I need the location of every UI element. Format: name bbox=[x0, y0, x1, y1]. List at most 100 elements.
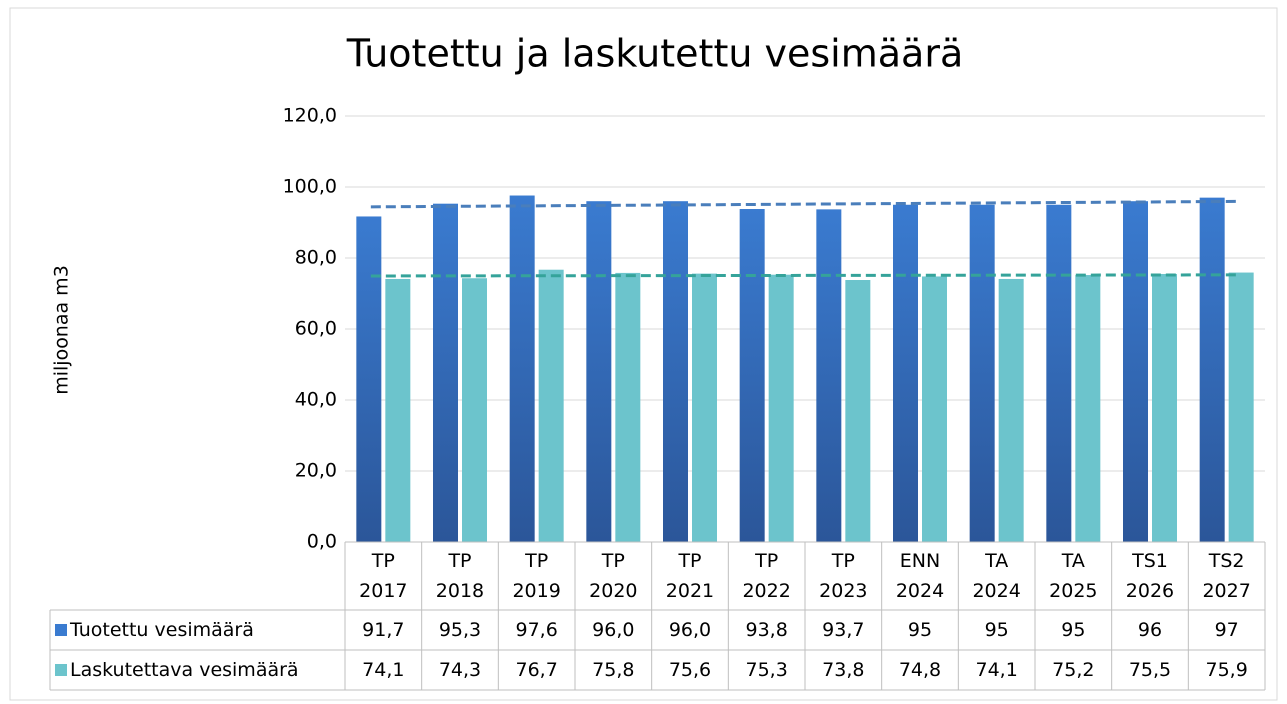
bar bbox=[385, 278, 411, 542]
x-tick-label-text: TP 2023 bbox=[819, 550, 868, 602]
x-tick-label-text: ENN 2024 bbox=[895, 550, 945, 602]
x-tick-label: TP 2023 bbox=[805, 542, 882, 610]
bar bbox=[663, 201, 688, 542]
x-tick-label: TP 2018 bbox=[422, 542, 499, 610]
bar bbox=[969, 204, 995, 542]
y-tick-label: 100,0 bbox=[283, 176, 337, 198]
data-label: 95 bbox=[958, 610, 1035, 650]
data-label-text: 75,5 bbox=[1128, 659, 1172, 681]
bar bbox=[692, 273, 717, 542]
x-tick-label: TP 2021 bbox=[652, 542, 729, 610]
y-tick-label: 120,0 bbox=[283, 105, 337, 127]
data-label-text: 75,8 bbox=[592, 659, 635, 681]
x-tick-label-text: TS2 2027 bbox=[1202, 550, 1251, 602]
bar bbox=[1152, 273, 1177, 542]
x-tick-label-text: TA 2025 bbox=[1049, 550, 1098, 602]
data-label-text: 95,3 bbox=[438, 619, 482, 641]
bar bbox=[509, 195, 535, 542]
x-tick-label: ENN 2024 bbox=[882, 542, 959, 610]
bar bbox=[768, 274, 794, 542]
x-tick-label-text: TP 2018 bbox=[435, 550, 485, 602]
x-tick-label: TS2 2027 bbox=[1188, 542, 1265, 610]
data-label: 75,9 bbox=[1188, 650, 1265, 690]
data-label: 76,7 bbox=[498, 650, 575, 690]
data-label-text: 93,7 bbox=[822, 619, 865, 641]
y-tick-label: 80,0 bbox=[295, 247, 337, 269]
data-label: 96,0 bbox=[575, 610, 652, 650]
data-label-text: 74,3 bbox=[438, 659, 482, 681]
bar bbox=[1199, 197, 1225, 542]
data-label: 74,8 bbox=[882, 650, 959, 690]
bar bbox=[893, 204, 918, 542]
x-tick-label-text: TP 2020 bbox=[589, 550, 638, 602]
data-label: 74,1 bbox=[345, 650, 422, 690]
data-label-text: 75,3 bbox=[745, 659, 788, 681]
x-tick-label-text: TP 2019 bbox=[512, 550, 561, 602]
data-label: 97 bbox=[1188, 610, 1265, 650]
data-label-text: 76,7 bbox=[515, 659, 558, 681]
data-label-text: 93,8 bbox=[745, 619, 788, 641]
data-label: 95 bbox=[1035, 610, 1112, 650]
y-tick-label: 60,0 bbox=[295, 318, 337, 340]
legend-key bbox=[55, 664, 67, 676]
bar bbox=[739, 209, 765, 542]
data-label-text: 74,1 bbox=[975, 659, 1018, 681]
data-label: 75,3 bbox=[728, 650, 805, 690]
x-tick-label: TP 2022 bbox=[728, 542, 805, 610]
bar bbox=[586, 201, 612, 542]
y-tick-label: 40,0 bbox=[295, 389, 337, 411]
y-tick-label: 0,0 bbox=[307, 531, 337, 553]
data-label: 75,6 bbox=[652, 650, 729, 690]
data-label-text: 73,8 bbox=[822, 659, 865, 681]
data-label: 75,5 bbox=[1112, 650, 1189, 690]
data-label: 91,7 bbox=[345, 610, 422, 650]
legend-key bbox=[55, 624, 67, 636]
data-label: 95,3 bbox=[422, 610, 499, 650]
legend-label: Tuotettu vesimäärä bbox=[70, 610, 343, 650]
data-label-text: 95 bbox=[907, 619, 933, 641]
data-label-text: 96,0 bbox=[592, 619, 635, 641]
trendline bbox=[370, 273, 1240, 278]
x-tick-label: TP 2017 bbox=[345, 542, 422, 610]
legend-label: Laskutettava vesimäärä bbox=[70, 650, 343, 690]
data-label-text: 91,7 bbox=[362, 619, 405, 641]
data-label: 74,3 bbox=[422, 650, 499, 690]
chart-title: Tuotettu ja laskutettu vesimäärä bbox=[346, 32, 963, 76]
data-label-text: 75,9 bbox=[1205, 659, 1248, 681]
bar bbox=[433, 203, 458, 542]
data-label: 96 bbox=[1112, 610, 1189, 650]
data-label-text: 74,8 bbox=[898, 659, 942, 681]
bar bbox=[462, 278, 487, 542]
bar bbox=[1046, 204, 1072, 542]
data-label: 93,8 bbox=[728, 610, 805, 650]
bar bbox=[922, 276, 947, 542]
legend-label-text: Laskutettava vesimäärä bbox=[70, 659, 299, 681]
x-tick-label: TP 2020 bbox=[575, 542, 652, 610]
y-axis-label: miljoonaa m3 bbox=[51, 265, 73, 395]
data-label-text: 97 bbox=[1214, 619, 1239, 641]
x-tick-label: TA 2025 bbox=[1035, 542, 1112, 610]
x-tick-label-text: TS1 2026 bbox=[1125, 550, 1175, 602]
data-label: 74,1 bbox=[958, 650, 1035, 690]
legend-label-text: Tuotettu vesimäärä bbox=[70, 619, 254, 641]
bar bbox=[1075, 275, 1101, 542]
data-label-text: 95 bbox=[984, 619, 1009, 641]
x-tick-label: TS1 2026 bbox=[1112, 542, 1189, 610]
bar bbox=[356, 216, 382, 542]
data-label: 75,2 bbox=[1035, 650, 1112, 690]
data-label: 73,8 bbox=[805, 650, 882, 690]
data-label: 75,8 bbox=[575, 650, 652, 690]
x-tick-label-text: TP 2022 bbox=[742, 550, 791, 602]
bar bbox=[1228, 272, 1254, 542]
x-tick-label-text: TP 2017 bbox=[359, 550, 408, 602]
trendline bbox=[370, 199, 1240, 209]
bar bbox=[1123, 201, 1148, 542]
data-label-text: 74,1 bbox=[362, 659, 405, 681]
data-label-text: 96 bbox=[1137, 619, 1163, 641]
bar bbox=[998, 278, 1024, 542]
data-label: 93,7 bbox=[805, 610, 882, 650]
bar bbox=[845, 280, 871, 542]
data-label: 96,0 bbox=[652, 610, 729, 650]
